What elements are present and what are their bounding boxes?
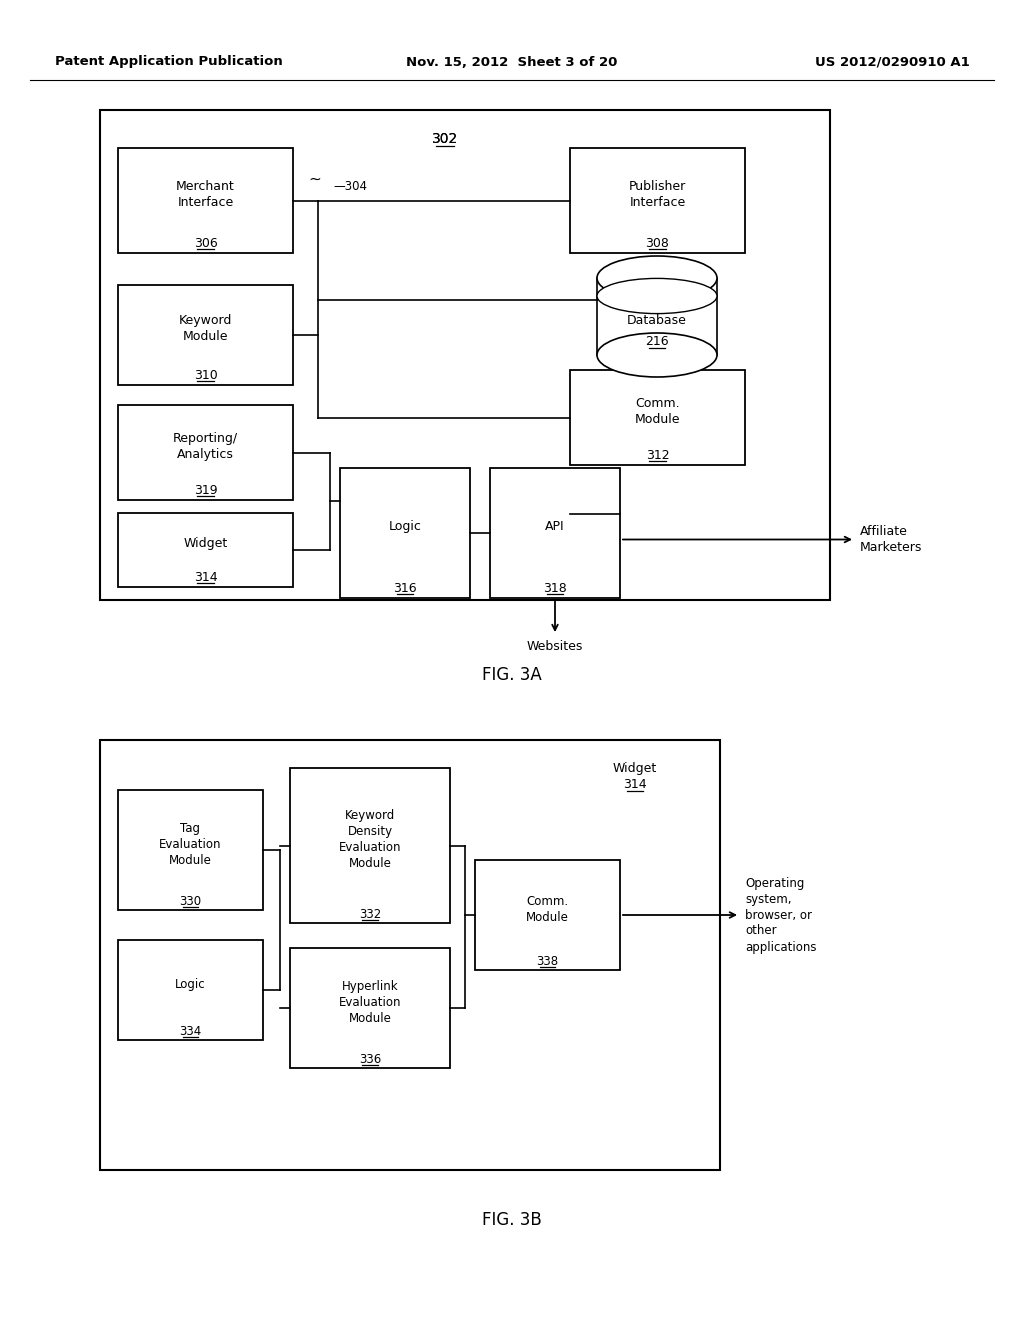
Text: 318: 318 (543, 582, 567, 595)
Text: ∼: ∼ (308, 172, 322, 186)
Text: 312: 312 (646, 449, 670, 462)
Bar (340, 469, 470, 598)
Text: 332: 332 (358, 908, 381, 921)
Bar (290, 948, 450, 1068)
Text: Hyperlink
Evaluation
Module: Hyperlink Evaluation Module (339, 979, 401, 1024)
Text: Websites: Websites (526, 640, 584, 653)
Text: Widget: Widget (183, 537, 227, 550)
Text: 334: 334 (179, 1024, 202, 1038)
Text: Patent Application Publication: Patent Application Publication (55, 55, 283, 69)
Bar (118, 285, 293, 385)
Text: 310: 310 (194, 368, 217, 381)
Bar (290, 768, 450, 923)
Bar (570, 148, 745, 253)
Text: 302: 302 (432, 132, 458, 147)
Text: Logic: Logic (388, 520, 422, 533)
Text: 306: 306 (194, 236, 217, 249)
Text: Widget: Widget (613, 762, 657, 775)
Bar (118, 789, 263, 909)
Text: Comm.
Module: Comm. Module (635, 397, 680, 425)
Text: Nov. 15, 2012  Sheet 3 of 20: Nov. 15, 2012 Sheet 3 of 20 (407, 55, 617, 69)
Text: Keyword
Density
Evaluation
Module: Keyword Density Evaluation Module (339, 809, 401, 870)
Text: Keyword
Module: Keyword Module (179, 314, 232, 343)
Text: —304: —304 (333, 180, 367, 193)
Text: Reporting/
Analytics: Reporting/ Analytics (173, 432, 238, 461)
Bar (570, 370, 745, 465)
Text: 330: 330 (179, 895, 202, 908)
Ellipse shape (597, 256, 717, 300)
Ellipse shape (597, 279, 717, 314)
Text: 319: 319 (194, 484, 217, 496)
Bar (118, 940, 263, 1040)
Text: API: API (545, 520, 565, 533)
Text: 308: 308 (645, 236, 670, 249)
Text: US 2012/0290910 A1: US 2012/0290910 A1 (815, 55, 970, 69)
Bar (475, 861, 620, 970)
Text: Operating
system,
browser, or
other
applications: Operating system, browser, or other appl… (745, 876, 816, 953)
Text: Tag
Evaluation
Module: Tag Evaluation Module (160, 821, 222, 866)
Text: 302: 302 (432, 132, 458, 147)
Text: Comm.
Module: Comm. Module (526, 895, 569, 924)
Text: 314: 314 (194, 570, 217, 583)
Bar (118, 405, 293, 500)
Text: Affiliate
Marketers: Affiliate Marketers (860, 525, 923, 554)
Ellipse shape (597, 333, 717, 378)
Text: 216: 216 (645, 335, 669, 348)
Text: 314: 314 (624, 777, 647, 791)
Bar (490, 469, 620, 598)
Text: Logic: Logic (175, 978, 206, 990)
Text: FIG. 3B: FIG. 3B (482, 1210, 542, 1229)
Text: 336: 336 (358, 1053, 381, 1065)
Bar (118, 148, 293, 253)
Bar (118, 513, 293, 587)
Text: Publisher
Interface: Publisher Interface (629, 180, 686, 209)
Bar (100, 110, 830, 601)
Text: 316: 316 (393, 582, 417, 595)
Text: FIG. 3A: FIG. 3A (482, 667, 542, 684)
Bar (100, 741, 720, 1170)
Text: 338: 338 (537, 954, 558, 968)
Text: Merchant
Interface: Merchant Interface (176, 180, 234, 209)
Text: Database: Database (627, 314, 687, 326)
